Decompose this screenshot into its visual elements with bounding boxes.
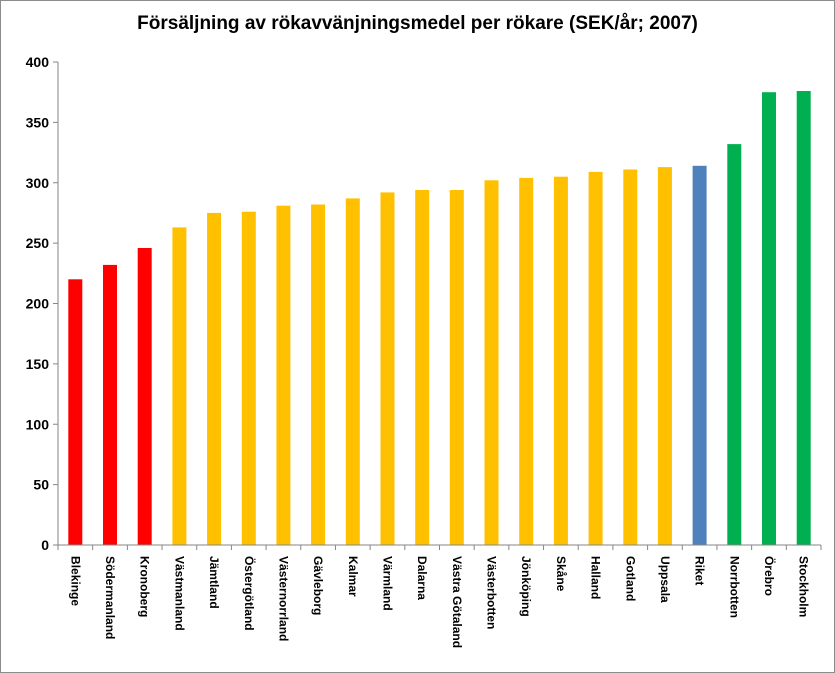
bar [519,177,534,545]
bar [137,248,152,545]
x-tick-label: Blekinge [68,556,82,606]
y-tick-label: 250 [26,235,50,251]
bar [207,212,222,545]
x-tick-label: Västra Götaland [450,556,464,648]
bar [380,192,395,545]
y-tick-label: 300 [26,175,50,191]
x-tick-label: Östergötland [242,556,257,631]
x-tick-label: Halland [589,556,603,599]
bar [68,279,83,545]
x-tick-label: Skåne [554,556,568,592]
bars-group [68,91,811,546]
x-tick-label: Västmanland [172,556,186,631]
bar [727,144,742,545]
x-tick-label: Uppsala [658,556,672,603]
x-tick-labels: Blekinge Södermanland Kronoberg Västmanland… [68,556,810,648]
bar [692,165,707,546]
x-tick-label: Södermanland [103,556,117,639]
bar [276,205,291,545]
y-tick-label: 400 [26,54,50,70]
axes-group [53,61,822,550]
bar [484,180,499,546]
y-tick-label: 100 [26,416,50,432]
bar [449,190,464,545]
y-tick-labels: 0 50 100 150 200 250 300 350 400 [26,54,50,553]
y-tick-label: 200 [26,296,50,312]
chart-title: Försäljning av rökavvänjningsmedel per r… [137,13,698,34]
y-tick-label: 50 [33,477,49,493]
y-tick-label: 150 [26,356,50,372]
y-tick-label: 350 [26,114,50,130]
x-tick-label: Jönköping [519,556,533,617]
bar [553,176,568,545]
x-tick-label: Gävleborg [311,556,325,615]
y-tick-label: 0 [41,537,49,553]
bar [762,92,776,545]
bar [172,227,187,545]
bar [345,198,360,545]
bar [103,264,117,545]
x-tick-label: Riket [693,556,707,585]
x-tick-label: Stockholm [797,556,811,617]
x-tick-label: Kalmar [346,556,360,597]
x-tick-label: Värmland [381,556,395,611]
bar [311,204,326,545]
bar [415,190,430,545]
x-tick-label: Västernorrland [276,556,290,641]
bar [241,211,256,545]
x-tick-label: Örebro [762,556,777,596]
bar [588,171,603,545]
x-tick-label: Kronoberg [138,556,152,617]
x-tick-label: Gotland [623,556,637,601]
bar [796,91,811,545]
x-tick-label: Jämtland [207,556,221,609]
x-tick-label: Dalarna [415,556,429,600]
bar [657,167,672,545]
bar [623,169,638,545]
x-tick-label: Norrbotten [727,556,741,618]
x-tick-label: Västerbotten [485,556,499,629]
